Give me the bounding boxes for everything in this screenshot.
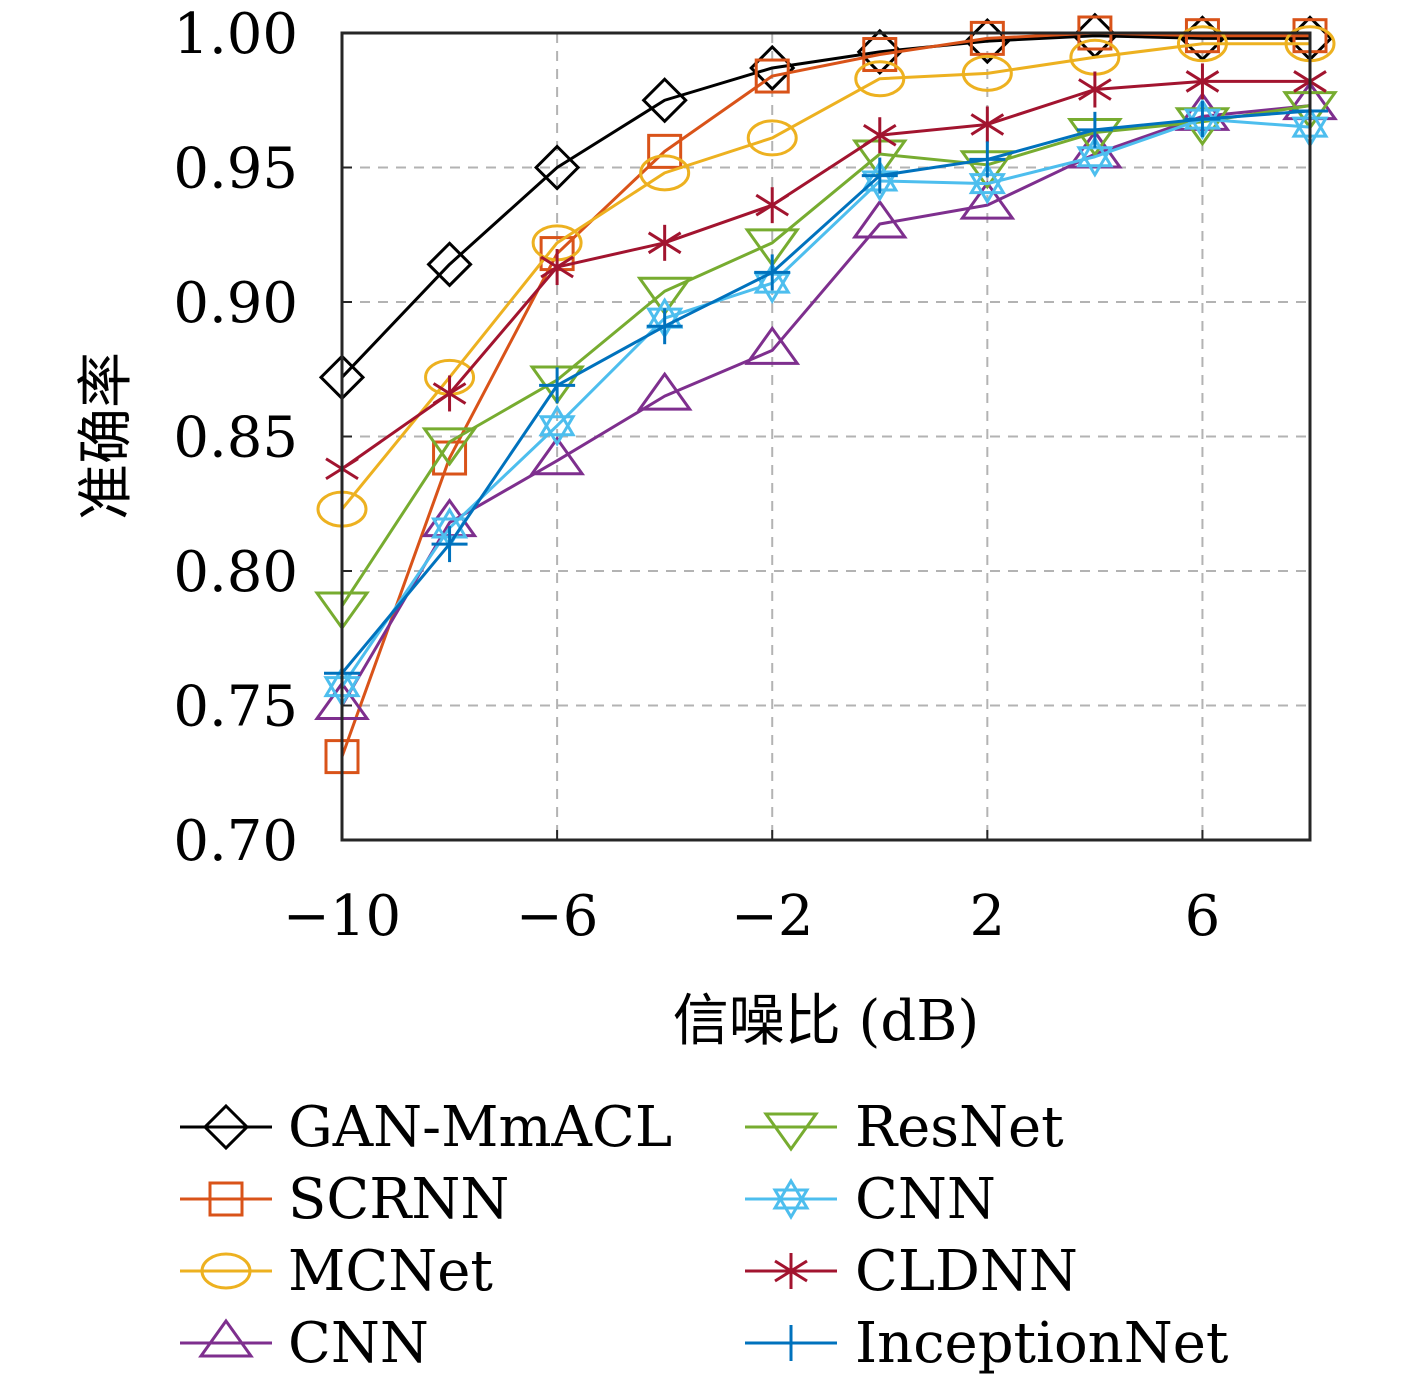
series-line: [340, 109, 1311, 675]
legend-marker: [763, 1112, 819, 1152]
data-point: [861, 157, 898, 194]
data-point: [646, 308, 683, 345]
x-tick-label: 6: [1185, 884, 1221, 949]
legend-marker: [200, 1252, 252, 1290]
legend-item: InceptionNet: [745, 1311, 1229, 1376]
legend-marker: [772, 1178, 810, 1220]
x-tick-label: −2: [731, 884, 814, 949]
y-tick-label: 0.90: [173, 271, 298, 336]
grid-lines: [342, 33, 1310, 840]
series-line: [340, 42, 1310, 511]
legend-item: CNN: [745, 1167, 996, 1232]
legend-marker: [208, 1181, 244, 1217]
series-line: [340, 117, 1311, 688]
legend-marker: [202, 1103, 250, 1151]
x-tick-label: −10: [283, 884, 401, 949]
data-point: [431, 526, 468, 563]
data-point: [862, 37, 898, 73]
series-line: [340, 31, 1310, 758]
y-tick-label: 0.80: [173, 540, 298, 605]
data-point: [426, 241, 473, 288]
data-point: [754, 58, 790, 94]
series-4: [314, 91, 1338, 631]
data-point: [539, 367, 576, 404]
x-tick-label: 2: [970, 884, 1006, 949]
data-point: [862, 117, 897, 154]
legend-label: CNN: [855, 1167, 996, 1232]
data-point: [639, 154, 691, 192]
series-5: [323, 98, 1329, 708]
data-point: [1176, 25, 1228, 63]
data-point: [856, 28, 903, 75]
legend-label: CLDNN: [855, 1239, 1078, 1304]
data-point: [959, 180, 1016, 220]
data-point: [421, 427, 478, 467]
series-line: [340, 34, 1310, 379]
data-point: [1185, 63, 1220, 100]
data-point: [1184, 101, 1221, 138]
legend-marker: [198, 1318, 254, 1358]
series-0: [318, 12, 1334, 401]
y-tick-label: 0.85: [173, 406, 298, 471]
data-point: [746, 119, 798, 157]
data-point: [961, 54, 1013, 92]
legend-item: CNN: [180, 1311, 429, 1376]
x-axis-title: 信噪比 (dB): [673, 989, 980, 1054]
data-point: [970, 106, 1005, 143]
legend: GAN-MmACL SCRNN MCNet CNN ResNet CNN CLDNN Ince…: [180, 1095, 1229, 1376]
y-tick-label: 0.75: [173, 675, 298, 740]
data-point: [636, 371, 693, 411]
y-tick-label: 0.95: [173, 137, 298, 202]
y-axis-title: 准确率: [74, 352, 139, 520]
data-point: [538, 404, 576, 447]
data-point: [1078, 71, 1112, 108]
x-tick-label: −6: [516, 884, 599, 949]
series-line: [340, 104, 1311, 707]
data-point: [1184, 18, 1220, 54]
legend-marker: [774, 1253, 808, 1289]
series-line: [341, 79, 1310, 471]
legend-label: MCNet: [288, 1239, 493, 1304]
data-point: [854, 60, 906, 98]
data-point: [540, 249, 574, 286]
data-point: [647, 133, 683, 169]
data-point: [641, 77, 688, 124]
y-tick-label: 1.00: [173, 2, 298, 67]
series-3: [314, 81, 1338, 720]
data-point: [647, 224, 682, 261]
legend-label: InceptionNet: [855, 1311, 1229, 1376]
legend-marker: [773, 1325, 809, 1361]
legend-item: GAN-MmACL: [180, 1095, 672, 1160]
series-7: [324, 93, 1328, 692]
legend-label: ResNet: [855, 1095, 1064, 1160]
data-point: [744, 325, 801, 365]
series-layer: [314, 12, 1338, 775]
data-point: [636, 276, 693, 316]
legend-item: SCRNN: [180, 1167, 509, 1232]
legend-item: ResNet: [745, 1095, 1064, 1160]
data-point: [744, 228, 801, 268]
legend-item: CLDNN: [745, 1239, 1078, 1304]
y-tick-label: 0.70: [173, 809, 298, 874]
data-point: [1076, 111, 1113, 148]
data-point: [755, 187, 790, 224]
data-point: [533, 144, 581, 191]
legend-label: GAN-MmACL: [288, 1095, 672, 1160]
series-2: [316, 25, 1336, 528]
legend-item: MCNet: [180, 1239, 493, 1304]
data-point: [969, 141, 1006, 178]
legend-label: CNN: [288, 1311, 429, 1376]
tick-labels: −10 −6 −2 2 6 0.70 0.75 0.80 0.85 0.90 0.95 1.00: [173, 2, 1220, 949]
data-point: [851, 199, 908, 239]
legend-label: SCRNN: [288, 1167, 509, 1232]
data-point: [754, 254, 791, 291]
data-point: [432, 375, 467, 412]
data-point: [529, 436, 586, 476]
data-point: [969, 20, 1005, 56]
series-line: [340, 104, 1311, 607]
